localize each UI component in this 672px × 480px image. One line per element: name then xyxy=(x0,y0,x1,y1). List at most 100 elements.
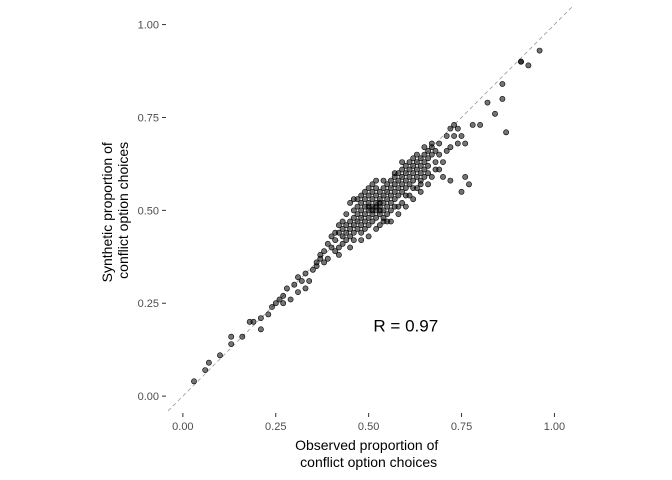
data-point xyxy=(387,185,394,191)
data-point xyxy=(440,159,446,165)
data-point xyxy=(354,203,361,210)
data-point xyxy=(421,159,428,165)
data-point xyxy=(343,229,350,236)
data-point xyxy=(302,285,309,292)
data-point xyxy=(406,166,413,173)
data-point xyxy=(350,207,357,214)
data-point xyxy=(440,173,446,180)
data-point xyxy=(384,181,391,188)
data-point xyxy=(361,188,368,195)
data-point xyxy=(332,248,339,255)
data-point xyxy=(402,185,409,191)
x-axis: 0.00 0.25 0.50 0.75 1.00 xyxy=(172,413,565,433)
data-point xyxy=(280,292,287,299)
data-point xyxy=(410,170,417,177)
data-point xyxy=(217,352,223,359)
data-point xyxy=(421,151,428,158)
data-point xyxy=(399,181,405,188)
data-point xyxy=(425,162,431,169)
data-point xyxy=(339,233,346,240)
data-point xyxy=(417,155,424,162)
data-point xyxy=(451,133,457,139)
data-point xyxy=(298,278,305,284)
data-point xyxy=(358,222,365,229)
data-point xyxy=(402,170,409,177)
data-point xyxy=(410,162,417,169)
y-tick-label: 0.75 xyxy=(138,112,159,124)
y-tick-label: 0.00 xyxy=(138,391,159,403)
data-point xyxy=(421,166,428,173)
data-point xyxy=(257,315,264,321)
data-point xyxy=(350,222,357,229)
data-point xyxy=(443,147,450,154)
data-point xyxy=(387,218,394,225)
x-axis-title: Observed proportion of conflict option c… xyxy=(295,437,442,470)
data-point xyxy=(335,244,342,251)
data-point xyxy=(354,225,361,232)
data-point xyxy=(428,140,435,147)
data-point xyxy=(317,251,324,258)
data-point xyxy=(373,214,379,221)
data-point xyxy=(462,140,469,147)
data-point xyxy=(361,218,368,225)
y-tick-label: 1.00 xyxy=(138,20,159,32)
data-point xyxy=(295,274,301,281)
data-point xyxy=(387,192,394,199)
data-point xyxy=(499,81,506,87)
data-point xyxy=(432,166,439,173)
data-point xyxy=(191,378,197,385)
data-point xyxy=(272,300,279,307)
data-point xyxy=(335,251,342,258)
data-point xyxy=(432,147,439,154)
data-point xyxy=(358,214,365,221)
data-point xyxy=(321,248,327,255)
data-point xyxy=(462,173,469,180)
data-point xyxy=(369,218,376,225)
data-point xyxy=(413,185,420,191)
data-point xyxy=(387,207,394,214)
data-point xyxy=(321,259,327,266)
data-point xyxy=(361,211,368,217)
data-point xyxy=(347,233,353,240)
data-point xyxy=(358,229,365,236)
data-point xyxy=(466,181,472,188)
data-point xyxy=(324,240,331,247)
data-point xyxy=(417,162,424,169)
data-point xyxy=(365,192,372,199)
data-point xyxy=(347,225,353,232)
data-point xyxy=(503,129,509,136)
data-point xyxy=(373,185,379,191)
data-point xyxy=(458,188,465,195)
data-point xyxy=(306,278,313,284)
data-point xyxy=(384,188,391,195)
data-point xyxy=(395,185,402,191)
data-point xyxy=(257,326,264,333)
data-point xyxy=(387,199,394,206)
data-point xyxy=(454,140,461,147)
data-point xyxy=(436,140,443,147)
data-point xyxy=(380,185,387,191)
data-point xyxy=(436,151,443,158)
data-point xyxy=(280,300,287,307)
data-point xyxy=(399,159,405,165)
data-point xyxy=(228,333,235,340)
data-point xyxy=(399,166,405,173)
data-point xyxy=(380,218,387,225)
data-point xyxy=(350,196,357,203)
data-point xyxy=(373,225,379,232)
data-point xyxy=(332,229,339,236)
data-point xyxy=(536,47,543,54)
data-point xyxy=(343,211,350,217)
data-point xyxy=(373,192,379,199)
data-point xyxy=(492,110,498,117)
x-tick-label: 0.50 xyxy=(358,421,379,433)
data-point xyxy=(205,359,212,366)
x-axis-title-line-1: Observed proportion of xyxy=(295,437,438,453)
y-axis-title: Synthetic proportion of conflict option … xyxy=(99,138,131,282)
data-point xyxy=(380,207,387,214)
data-point xyxy=(406,159,413,165)
data-point xyxy=(443,133,450,139)
data-point xyxy=(347,244,353,251)
data-point xyxy=(417,188,424,195)
data-point xyxy=(421,144,428,151)
